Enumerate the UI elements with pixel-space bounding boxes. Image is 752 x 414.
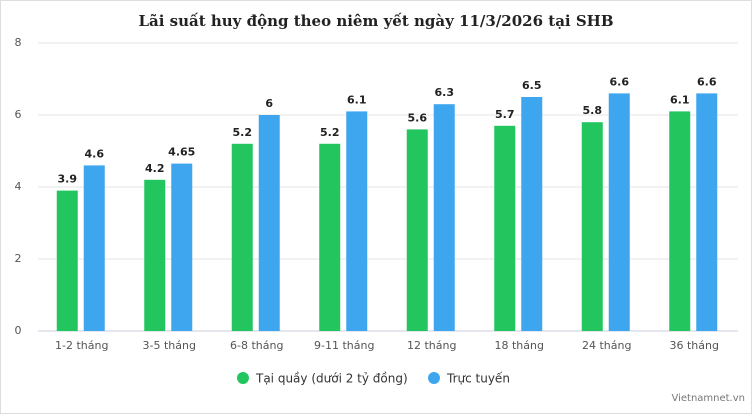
value-label: 6.1 bbox=[670, 93, 690, 106]
source: Vietnamnet.vn bbox=[671, 393, 745, 404]
value-label: 6.6 bbox=[697, 75, 717, 88]
bar bbox=[319, 143, 341, 331]
bar bbox=[83, 165, 105, 331]
value-label: 5.6 bbox=[408, 111, 428, 124]
bar bbox=[56, 190, 78, 331]
legend-marker bbox=[428, 372, 440, 384]
value-label: 6 bbox=[265, 97, 273, 110]
bar bbox=[581, 122, 603, 331]
legend-label: Trực tuyến bbox=[446, 372, 510, 386]
value-label: 6.6 bbox=[610, 75, 630, 88]
value-label: 4.65 bbox=[168, 146, 195, 159]
value-label: 4.6 bbox=[85, 147, 105, 160]
bar bbox=[171, 163, 193, 331]
bar bbox=[258, 115, 280, 331]
bar bbox=[433, 104, 455, 331]
bar bbox=[696, 93, 718, 332]
value-label: 6.3 bbox=[435, 86, 455, 99]
value-label: 5.2 bbox=[233, 126, 253, 139]
x-tick-label: 36 tháng bbox=[670, 339, 719, 352]
x-tick-label: 18 tháng bbox=[495, 339, 544, 352]
y-tick-label: 2 bbox=[15, 252, 22, 265]
x-tick-label: 3-5 tháng bbox=[143, 339, 196, 352]
x-tick-label: 12 tháng bbox=[407, 339, 456, 352]
y-tick-label: 0 bbox=[15, 324, 22, 337]
legend-label: Tại quầy (dưới 2 tỷ đồng) bbox=[255, 372, 408, 386]
x-tick-label: 1-2 tháng bbox=[55, 339, 108, 352]
value-label: 3.9 bbox=[58, 173, 78, 186]
bar bbox=[346, 111, 368, 332]
value-label: 5.2 bbox=[320, 126, 340, 139]
value-label: 6.1 bbox=[347, 93, 367, 106]
y-tick-label: 4 bbox=[15, 180, 22, 193]
x-tick-label: 24 tháng bbox=[582, 339, 631, 352]
legend-marker bbox=[237, 372, 249, 384]
y-tick-label: 8 bbox=[15, 36, 22, 49]
y-tick-label: 6 bbox=[15, 108, 22, 121]
bar bbox=[144, 179, 166, 331]
value-label: 5.7 bbox=[495, 108, 515, 121]
bar bbox=[521, 97, 543, 331]
bar bbox=[608, 93, 630, 332]
chart-title: Lãi suất huy động theo niêm yết ngày 11/… bbox=[138, 12, 613, 30]
value-label: 4.2 bbox=[145, 162, 165, 175]
x-tick-label: 9-11 tháng bbox=[314, 339, 374, 352]
bar bbox=[669, 111, 691, 332]
value-label: 6.5 bbox=[522, 79, 542, 92]
value-label: 5.8 bbox=[583, 104, 603, 117]
bar bbox=[231, 143, 253, 331]
x-tick-label: 6-8 tháng bbox=[230, 339, 283, 352]
bar bbox=[494, 125, 516, 331]
bar bbox=[406, 129, 428, 331]
